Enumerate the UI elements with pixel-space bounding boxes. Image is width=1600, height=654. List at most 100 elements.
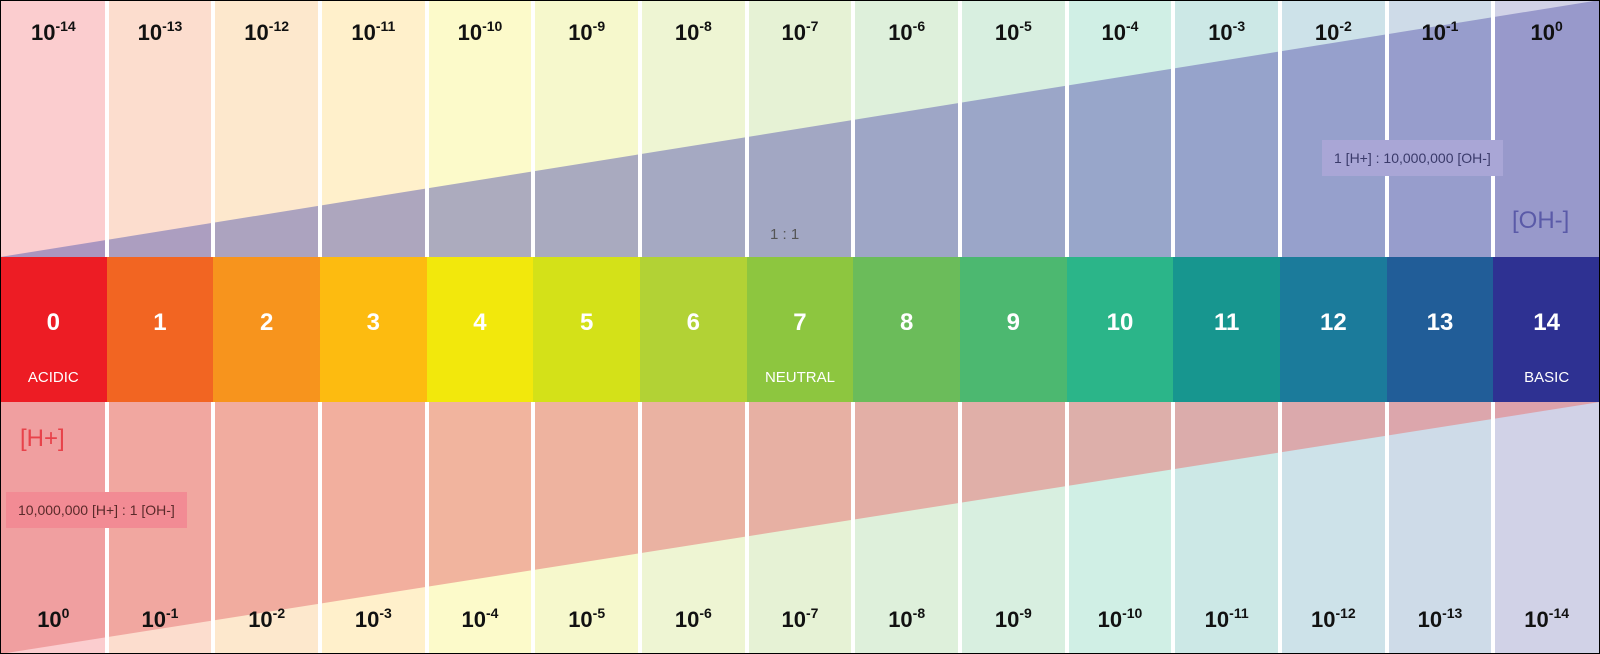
h-exponent-13: 10-13 <box>1387 605 1494 633</box>
oh-exponent-11: 10-3 <box>1173 18 1280 46</box>
exponent-power: 0 <box>61 605 70 621</box>
exponent-power: -14 <box>1548 605 1570 621</box>
exponent-power: -8 <box>699 18 712 34</box>
ph-value: 6 <box>686 309 700 336</box>
ph-cell-13: 13 <box>1386 257 1494 402</box>
exponent-power: -4 <box>1126 18 1139 34</box>
exponent-base: 10 <box>1421 20 1446 45</box>
ph-cell-12: 12 <box>1280 257 1387 402</box>
ph-value: 11 <box>1213 309 1240 336</box>
h-concentration-wedge <box>0 402 1600 654</box>
basic-label: BASIC <box>1524 369 1570 386</box>
oh-exponent-5: 10-9 <box>533 18 640 46</box>
ph-value: 7 <box>793 309 807 336</box>
exponent-base: 10 <box>30 20 56 45</box>
exponent-power: -13 <box>162 18 183 34</box>
exponent-power: -13 <box>1442 605 1463 621</box>
ph-cell-3: 3 <box>320 257 427 402</box>
exponent-power: -9 <box>1019 605 1032 621</box>
exponent-base: 10 <box>457 20 483 45</box>
exponent-base: 10 <box>1524 607 1549 632</box>
exponent-base: 10 <box>141 607 166 632</box>
ph-value: 2 <box>259 309 274 336</box>
exponent-base: 10 <box>994 20 1020 45</box>
h-exponent-3: 10-3 <box>320 605 427 633</box>
h-exponent-8: 10-8 <box>853 605 960 633</box>
exponent-power: -3 <box>1232 18 1246 34</box>
neutral-label: NEUTRAL <box>764 369 835 386</box>
ph-value: 13 <box>1426 309 1454 336</box>
oh-exponent-1: 10-13 <box>107 18 214 46</box>
exponent-power: -2 <box>272 605 286 621</box>
exponent-power: -8 <box>912 605 926 621</box>
exponent-power: -12 <box>1335 605 1356 621</box>
ph-cell-9: 9 <box>960 257 1067 402</box>
ph-value: 9 <box>1006 309 1020 336</box>
h-exponent-5: 10-5 <box>533 605 640 633</box>
oh-exponent-7: 10-7 <box>747 18 854 46</box>
exponent-base: 10 <box>568 607 593 632</box>
exponent-power: -10 <box>1122 605 1143 621</box>
ph-value: 0 <box>46 309 60 336</box>
exponent-base: 10 <box>1204 607 1230 632</box>
exponent-base: 10 <box>244 20 269 45</box>
exponent-base: 10 <box>1417 607 1443 632</box>
ph-value: 14 <box>1533 309 1560 336</box>
ph-value: 1 <box>153 309 167 336</box>
exponent-power: -1 <box>166 605 179 621</box>
ph-value: 10 <box>1106 309 1134 336</box>
oh-exponent-14: 100 <box>1493 18 1600 46</box>
exponent-base: 10 <box>1530 20 1555 45</box>
ph-cell-10: 10 <box>1066 257 1174 402</box>
exponent-power: -7 <box>806 605 819 621</box>
oh-exponent-13: 10-1 <box>1387 18 1494 46</box>
h-exponent-11: 10-11 <box>1173 605 1280 633</box>
exponent-base: 10 <box>1314 20 1340 45</box>
exponent-base: 10 <box>354 607 380 632</box>
exponent-base: 10 <box>351 20 376 45</box>
h-exponent-1: 10-1 <box>107 605 214 633</box>
exponent-base: 10 <box>888 607 913 632</box>
exponent-power: 0 <box>1555 18 1563 34</box>
oh-exponent-3: 10-11 <box>320 18 427 46</box>
oh-exponent-10: 10-4 <box>1067 18 1174 46</box>
oh-exponent-2: 10-12 <box>213 18 320 46</box>
exponent-base: 10 <box>1208 20 1233 45</box>
exponent-base: 10 <box>1310 607 1336 632</box>
exponent-power: -2 <box>1339 18 1352 34</box>
exponent-base: 10 <box>461 607 486 632</box>
exponent-base: 10 <box>781 607 806 632</box>
ph-cell-5: 5 <box>533 257 640 402</box>
h-ratio-box: 10,000,000 [H+] : 1 [OH-] <box>6 492 187 528</box>
exponent-power: -10 <box>482 18 503 34</box>
ph-value: 4 <box>473 309 487 336</box>
oh-exponent-0: 10-14 <box>0 18 107 46</box>
exponent-base: 10 <box>1101 20 1126 45</box>
ph-cell-8: 8 <box>853 257 960 402</box>
exponent-power: -5 <box>1019 18 1032 34</box>
oh-exponent-4: 10-10 <box>427 18 534 46</box>
exponent-power: -11 <box>1229 605 1249 621</box>
exponent-power: -4 <box>486 605 499 621</box>
exponent-power: -9 <box>592 18 606 34</box>
ph-cell-2: 2 <box>213 257 320 402</box>
h-exponent-2: 10-2 <box>213 605 320 633</box>
ph-cell-6: 6 <box>640 257 747 402</box>
h-exponent-10: 10-10 <box>1067 605 1174 633</box>
h-exponent-12: 10-12 <box>1280 605 1387 633</box>
oh-exponent-9: 10-5 <box>960 18 1067 46</box>
exponent-power: -7 <box>806 18 819 34</box>
h-exponent-14: 10-14 <box>1493 605 1600 633</box>
ph-value: 3 <box>366 309 380 336</box>
exponent-base: 10 <box>1097 607 1123 632</box>
ph-value: 8 <box>899 309 914 336</box>
exponent-power: -1 <box>1446 18 1459 34</box>
oh-concentration-label: [OH-] <box>1512 207 1570 234</box>
h-exponent-0: 100 <box>0 605 107 633</box>
exponent-power: -14 <box>55 18 76 34</box>
h-exponent-4: 10-4 <box>427 605 534 633</box>
exponent-power: -11 <box>375 18 396 34</box>
oh-exponent-6: 10-8 <box>640 18 747 46</box>
